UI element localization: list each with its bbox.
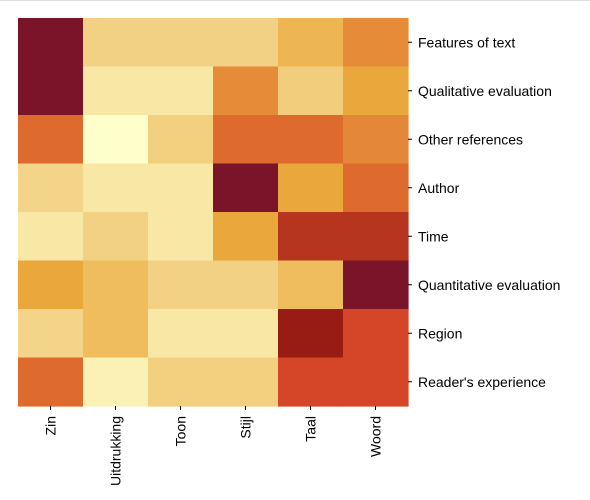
heatmap-cell [213, 163, 279, 213]
heatmap-cell [343, 66, 409, 116]
heatmap-cell [343, 163, 409, 213]
heatmap-cell [18, 309, 84, 359]
heatmap-cell [278, 18, 344, 68]
heatmap-cell [343, 309, 409, 359]
heatmap-cell [343, 212, 409, 262]
heatmap-cell [148, 357, 214, 407]
heatmap-cell [213, 357, 279, 407]
heatmap-cell [83, 260, 149, 310]
heatmap-cell [83, 212, 149, 262]
heatmap-cell [148, 260, 214, 310]
heatmap-cell [278, 357, 344, 407]
heatmap-cell [278, 260, 344, 310]
heatmap-cell [83, 115, 149, 165]
row-label: Author [418, 180, 460, 196]
heatmap-cell [213, 260, 279, 310]
column-label: Uitdrukking [108, 416, 124, 486]
heatmap-cell [148, 66, 214, 116]
heatmap-cell [343, 260, 409, 310]
heatmap-cell [343, 18, 409, 68]
row-label: Region [418, 325, 462, 341]
row-label: Reader's experience [418, 374, 546, 390]
heatmap-cell [148, 18, 214, 68]
heatmap-cell [213, 309, 279, 359]
row-label: Time [418, 228, 449, 244]
heatmap-cell [18, 115, 84, 165]
heatmap-cell [213, 212, 279, 262]
heatmap-cell [343, 115, 409, 165]
row-labels: Features of text Qualitative evaluation Ot… [408, 34, 560, 390]
heatmap-cell [148, 309, 214, 359]
column-label: Toon [173, 416, 189, 446]
heatmap-cell [18, 212, 84, 262]
row-label: Features of text [418, 34, 515, 50]
heatmap-cell [278, 115, 344, 165]
heatmap-cell [278, 212, 344, 262]
heatmap-cell [18, 66, 84, 116]
heatmap-cell [83, 163, 149, 213]
heatmap-cell [18, 163, 84, 213]
heatmap-cell [213, 115, 279, 165]
heatmap-cell [213, 18, 279, 68]
heatmap-cell [83, 18, 149, 68]
heatmap-cell [148, 163, 214, 213]
frame-top-border [0, 0, 590, 1]
heatmap-cell [343, 357, 409, 407]
heatmap-cells [18, 18, 409, 407]
column-label: Stijl [238, 416, 254, 439]
column-label: Taal [303, 416, 319, 442]
column-label: Woord [368, 416, 384, 457]
heatmap-cell [148, 212, 214, 262]
heatmap-cell [278, 66, 344, 116]
heatmap-cell [278, 163, 344, 213]
column-labels: Zin Uitdrukking Toon Stijl Taal Woord [43, 406, 384, 486]
row-label: Quantitative evaluation [418, 277, 560, 293]
heatmap-cell [18, 18, 84, 68]
heatmap-cell [18, 260, 84, 310]
heatmap-cell [83, 66, 149, 116]
heatmap-cell [278, 309, 344, 359]
heatmap-cell [18, 357, 84, 407]
heatmap-cell [213, 66, 279, 116]
row-label: Qualitative evaluation [418, 83, 552, 99]
row-label: Other references [418, 131, 523, 147]
column-label: Zin [43, 416, 59, 435]
heatmap-cell [83, 309, 149, 359]
heatmap-cell [83, 357, 149, 407]
heatmap-cell [148, 115, 214, 165]
